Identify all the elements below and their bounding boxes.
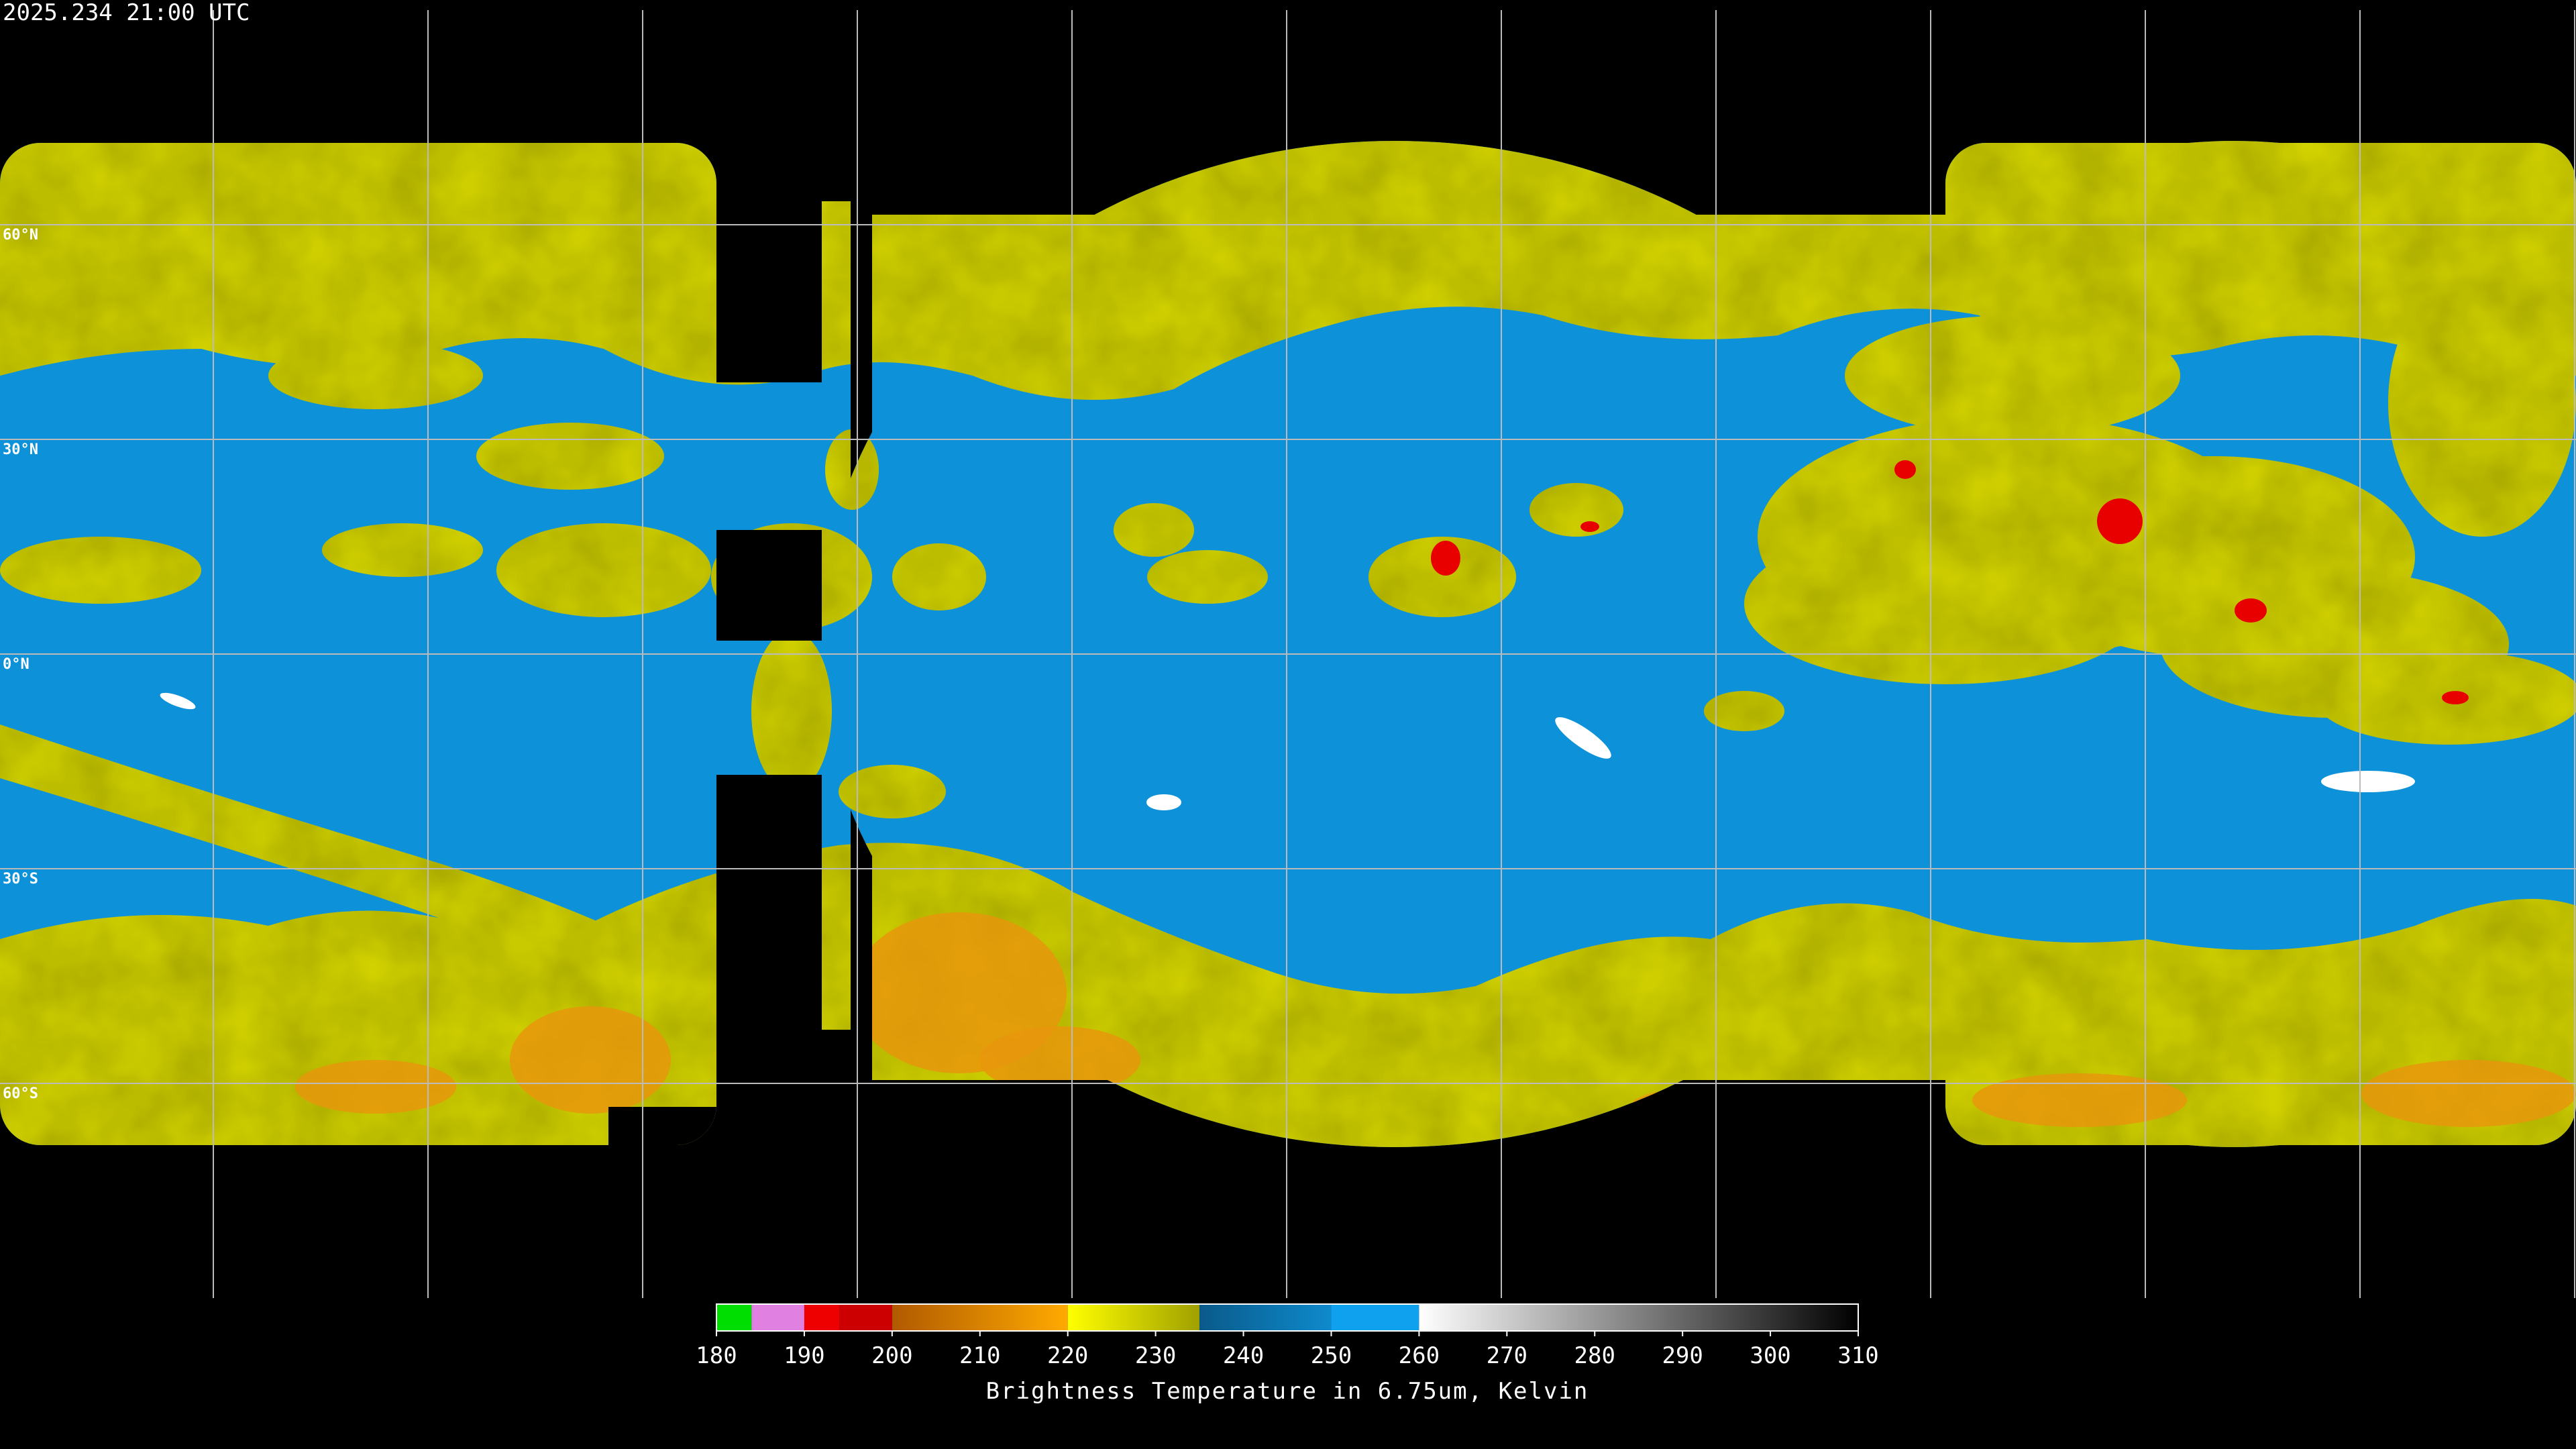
cold-cloud-top: [510, 1006, 671, 1114]
cloud-cluster: [825, 429, 879, 510]
latitude-label: 0°N: [3, 656, 30, 673]
convective-core: [1431, 541, 1460, 576]
south-pacific-plume: [0, 724, 637, 979]
colorbar-tick-label: 240: [1223, 1342, 1264, 1369]
colorbar-segment: [1331, 1304, 1419, 1331]
colorbar-tick-label: 280: [1574, 1342, 1615, 1369]
latitude-label: 60°N: [3, 227, 38, 244]
colorbar-tick-label: 300: [1750, 1342, 1790, 1369]
data-gap: [716, 143, 822, 382]
colorbar-tick-label: 270: [1487, 1342, 1527, 1369]
timestamp: 2025.234 21:00 UTC: [3, 0, 250, 26]
colorbar-tick-label: 310: [1837, 1342, 1878, 1369]
graticule: 60°N 30°N 0°N 30°S 60°S: [0, 10, 2576, 1298]
cloud-cluster: [0, 537, 201, 604]
colorbar-segment: [716, 1304, 752, 1331]
cloud-cluster: [892, 543, 986, 610]
colorbar-segment: [751, 1304, 804, 1331]
colorbar-tick-label: 250: [1311, 1342, 1352, 1369]
latitude-label: 30°N: [3, 441, 38, 458]
data-gap: [716, 1030, 851, 1147]
cloud-cluster: [1704, 691, 1784, 731]
colorbar-tick-label: 200: [871, 1342, 912, 1369]
colorbar-segment: [1067, 1304, 1200, 1331]
cloud-cluster: [1114, 503, 1194, 557]
colorbar-frame: [716, 1303, 1859, 1332]
colorbar-segment: [804, 1304, 840, 1331]
colorbar-tick-label: 190: [784, 1342, 824, 1369]
colorbar-tick-label: 220: [1047, 1342, 1088, 1369]
cloud-cluster: [839, 765, 946, 818]
cloud-cluster: [1368, 537, 1516, 617]
data-gap: [608, 1107, 716, 1147]
cold-cloud-top: [2361, 1060, 2576, 1127]
cold-cloud-top: [1630, 1087, 1791, 1127]
colorbar: 180 190 200 210 220 230 240 250 260 270 280 290 300 3…: [696, 1303, 1879, 1405]
convective-core: [1894, 460, 1916, 479]
data-gap: [716, 530, 822, 641]
convective-core: [2235, 598, 2267, 623]
convective-core: [1580, 521, 1599, 532]
colorbar-tick-label: 210: [959, 1342, 1000, 1369]
cloud-cluster: [268, 342, 483, 409]
colorbar-segment: [839, 1304, 892, 1331]
cold-cloud-top: [979, 1026, 1140, 1093]
cloud-cluster: [1147, 550, 1268, 604]
very-dry-spot: [1555, 717, 1611, 759]
very-dry-spot: [2321, 771, 2415, 792]
cloud-cluster: [322, 523, 483, 577]
convective-core: [2097, 498, 2143, 544]
colorbar-tick-label: 180: [696, 1342, 737, 1369]
cold-cloud-top: [1972, 1073, 2187, 1127]
convective-core: [2442, 691, 2469, 704]
data-gap: [716, 775, 822, 1030]
cloud-cluster: [476, 423, 664, 490]
colorbar-segment: [892, 1304, 1068, 1331]
cloud-cluster: [1529, 483, 1623, 537]
colorbar-segment: [1419, 1304, 1858, 1331]
cloud-cluster: [1845, 315, 2180, 436]
colorbar-tick-label: 290: [1662, 1342, 1703, 1369]
colorbar-tick-label: 230: [1135, 1342, 1176, 1369]
latitude-label: 30°S: [3, 871, 38, 888]
latitude-label: 60°S: [3, 1085, 38, 1102]
cold-cloud-top: [295, 1060, 456, 1114]
very-dry-spot: [160, 692, 196, 710]
cloud-cluster: [496, 523, 711, 617]
colorbar-segment: [1199, 1304, 1332, 1331]
colorbar-caption: Brightness Temperature in 6.75um, Kelvin: [986, 1378, 1589, 1405]
very-dry-spot: [1146, 794, 1181, 810]
cloud-cluster: [2388, 268, 2576, 537]
cloud-cluster: [751, 631, 832, 792]
colorbar-tick-label: 260: [1399, 1342, 1440, 1369]
